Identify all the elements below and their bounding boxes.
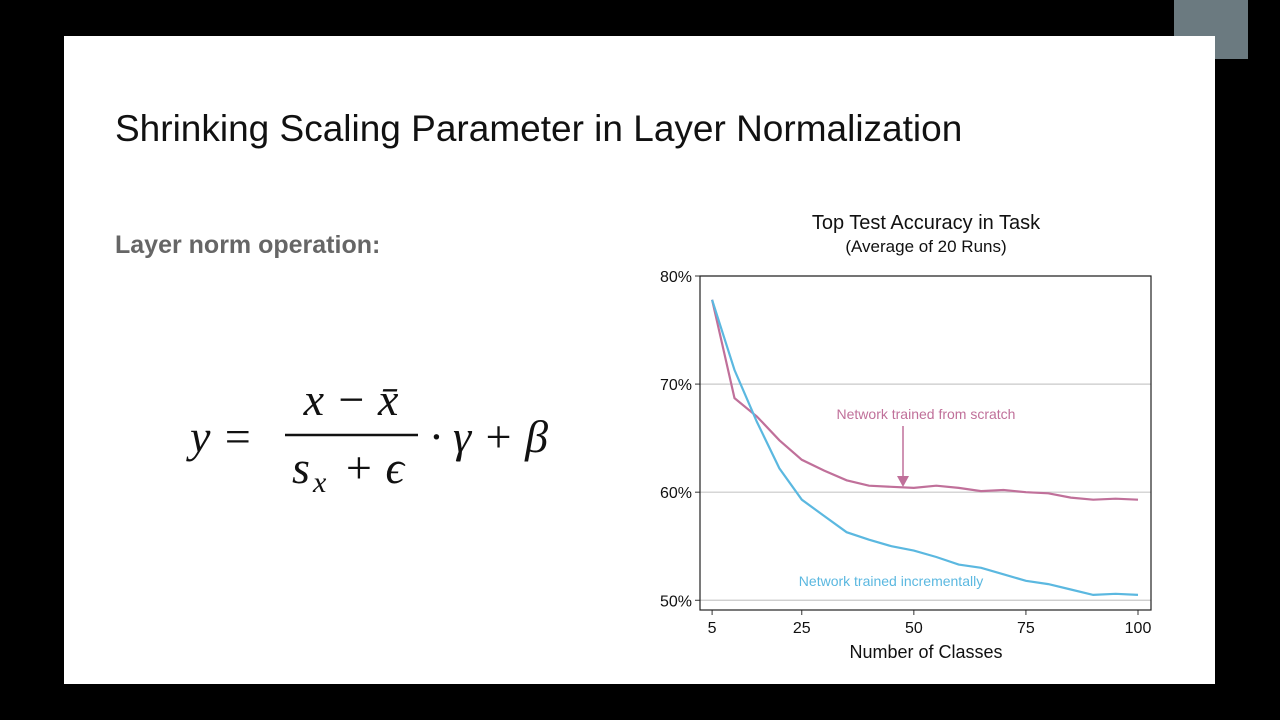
- x-tick-label: 100: [1125, 620, 1152, 637]
- formula-denominator-rest: + ϵ: [343, 442, 407, 493]
- formula-lhs: y =: [186, 411, 253, 462]
- legend-label: Network trained from scratch: [837, 406, 1016, 422]
- series-line: [711, 299, 1139, 501]
- x-axis-label: Number of Classes: [849, 642, 1002, 662]
- slide-title: Shrinking Scaling Parameter in Layer Nor…: [115, 108, 962, 149]
- legend-label: Network trained incrementally: [799, 573, 983, 589]
- slide: [64, 36, 1215, 684]
- formula-denominator-base: s: [292, 442, 310, 493]
- y-tick-label: 70%: [660, 377, 692, 394]
- formula-denominator-subscript: x: [312, 466, 327, 499]
- series-line: [711, 299, 1139, 597]
- slide-subtitle: Layer norm operation:: [115, 231, 380, 259]
- y-tick-label: 80%: [660, 269, 692, 286]
- x-tick-label: 50: [905, 620, 923, 637]
- x-tick-label: 5: [708, 620, 717, 637]
- chart-title: Top Test Accuracy in Task: [812, 212, 1041, 234]
- annotation-arrowhead: [897, 476, 909, 487]
- formula-rhs: · γ + β: [430, 411, 548, 462]
- y-tick-label: 60%: [660, 485, 692, 502]
- x-tick-label: 75: [1017, 620, 1035, 637]
- x-tick-label: 25: [793, 620, 811, 637]
- formula-numerator: x − x̄: [303, 374, 399, 425]
- y-tick-label: 50%: [660, 593, 692, 610]
- plot-frame: [699, 275, 1152, 611]
- formula: y = x − x̄ s x + ϵ · γ + β: [186, 374, 548, 499]
- chart-subtitle: (Average of 20 Runs): [845, 237, 1006, 256]
